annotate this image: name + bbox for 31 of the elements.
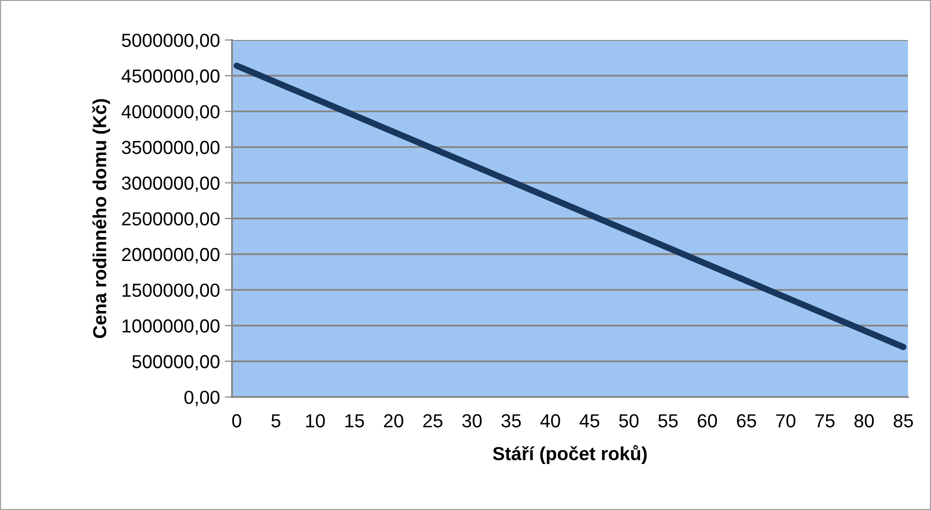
x-tick-label: 85 [894,414,913,428]
y-tick-label: 2500000,00 [122,212,220,228]
x-tick-label: 55 [658,414,678,428]
x-tick-label: 5 [271,414,280,428]
y-tick-label: 3500000,00 [122,140,220,156]
x-axis-title: Stáří (počet roků) [492,445,647,464]
y-tick-label: 2000000,00 [122,248,220,264]
y-tick-label: 500000,00 [132,355,220,370]
y-tick-label: 1000000,00 [122,319,220,335]
x-tick-label: 75 [815,414,835,428]
x-tick-label: 20 [384,414,404,428]
x-tick-label: 80 [854,414,874,428]
x-tick-label: 65 [736,414,756,428]
x-tick-label: 60 [698,414,717,428]
x-tick-label: 25 [423,414,442,428]
x-tick-label: 70 [776,414,796,428]
y-tick-label: 1500000,00 [122,284,220,300]
x-tick-label: 50 [619,414,639,428]
x-tick-label: 40 [540,414,560,428]
x-tick-label: 10 [306,414,325,428]
y-tick-label: 4500000,00 [122,69,220,85]
x-tick-label: 15 [345,414,364,428]
y-tick-label: 5000000,00 [122,34,220,50]
x-tick-label: 35 [501,414,521,428]
y-tick-label: 3000000,00 [122,176,220,192]
y-axis-title: Cena rodinného domu (Kč) [92,99,110,338]
y-tick-label: 0,00 [184,390,220,406]
x-tick-label: 0 [232,414,242,428]
y-tick-label: 4000000,00 [122,105,220,121]
x-tick-label: 30 [462,414,482,428]
x-tick-label: 45 [580,414,600,428]
